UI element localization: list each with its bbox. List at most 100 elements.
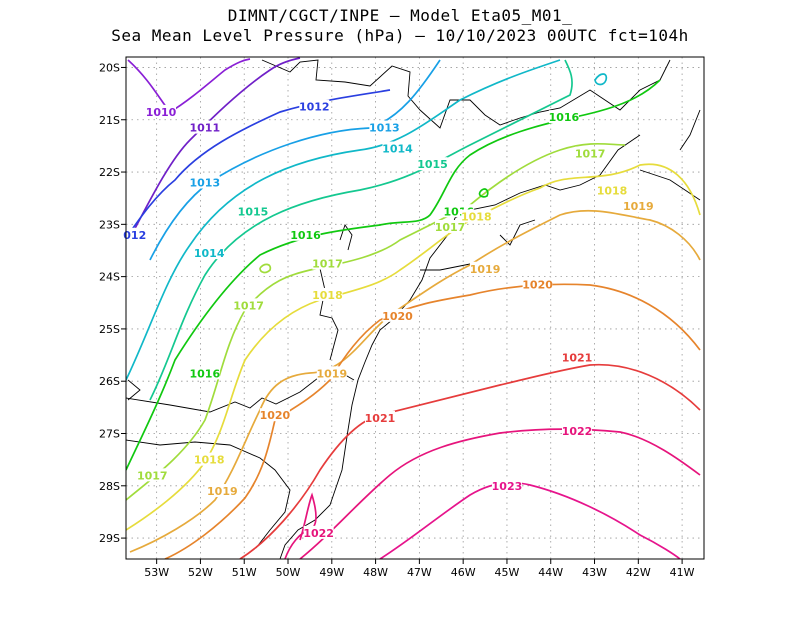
contour-label-bg <box>435 219 466 233</box>
lat-tick-label: 27S <box>99 428 120 441</box>
isobar-1011 <box>129 57 301 239</box>
lon-tick-label: 43W <box>582 566 607 579</box>
isobar-1023 <box>379 481 681 559</box>
isobar-1020 <box>164 283 701 559</box>
contour-label-1021: 1021 <box>365 412 396 425</box>
lon-tick-label: 52W <box>188 566 213 579</box>
lat-tick-label: 23S <box>99 218 120 231</box>
contour-label-bg <box>382 141 413 155</box>
contour-label-bg <box>299 99 330 113</box>
contour-label-1016: 1016 <box>290 229 321 242</box>
contour-label-1011: 1011 <box>190 122 221 135</box>
contour-label-1020: 1020 <box>522 278 553 291</box>
contour-label-bg <box>316 366 347 380</box>
isobar-1014 <box>126 59 561 381</box>
lon-tick-label: 44W <box>538 566 563 579</box>
contour-label-bg <box>189 175 220 189</box>
isobar-1015 <box>149 59 573 401</box>
contour-label-1017: 1017 <box>312 258 343 271</box>
contour-label-1014: 1014 <box>194 247 225 260</box>
contour-label-012: 012 <box>123 229 146 242</box>
contour-label-bg <box>194 246 225 260</box>
contour-label-1020: 1020 <box>382 310 413 323</box>
contour-label-1021: 1021 <box>562 352 593 365</box>
contour-label-1019: 1019 <box>623 200 654 213</box>
contour-label-1016: 1016 <box>549 111 580 124</box>
isobar-1018 <box>126 163 701 531</box>
contour-label-1019: 1019 <box>316 367 347 380</box>
coastline <box>126 59 701 559</box>
contour-label-bg <box>137 468 168 482</box>
lat-tick-label: 20S <box>99 61 120 74</box>
contour-label-1018: 1018 <box>312 289 343 302</box>
isobar-1010 <box>127 58 251 114</box>
contour-label-bg <box>207 484 238 498</box>
grid-lines <box>126 57 704 559</box>
isobar-1017 <box>126 142 626 501</box>
contour-label-bg <box>522 277 553 291</box>
lon-tick-label: 51W <box>232 566 257 579</box>
lat-tick-label: 29S <box>99 532 120 545</box>
contour-label-1019: 1019 <box>207 485 238 498</box>
contour-label-bg <box>194 452 225 466</box>
contour-label-1022: 1022 <box>562 425 593 438</box>
contour-label-bg <box>146 104 177 118</box>
contour-label-bg <box>259 408 290 422</box>
contour-label-bg <box>303 525 334 539</box>
contour-label-1022: 1022 <box>303 527 334 540</box>
isobar-1022-small <box>284 492 317 559</box>
contour-label-1019: 1019 <box>470 263 501 276</box>
lon-tick-label: 47W <box>407 566 432 579</box>
contour-label-1015: 1015 <box>238 205 269 218</box>
isobar-1021 <box>239 363 701 559</box>
contour-label-1020: 1020 <box>260 409 291 422</box>
contour-label-bg <box>290 227 321 241</box>
lat-tick-label: 26S <box>99 375 120 388</box>
contour-labels: 1010 1011 1012 012 1013 1013 1014 1014 1015 1015 1… <box>123 99 654 540</box>
lon-tick-label: 48W <box>363 566 388 579</box>
isobar-1017-loop <box>259 263 272 274</box>
contour-label-1017: 1017 <box>233 299 264 312</box>
contour-label-1023: 1023 <box>492 480 523 493</box>
contour-label-1013: 1013 <box>369 122 400 135</box>
contour-label-1018: 1018 <box>597 184 628 197</box>
lat-tick-label: 24S <box>99 271 120 284</box>
axis-ticks: 53W 52W 51W 50W 49W 48W 47W 46W 45W 44W 43W 42W 41W 2… <box>99 61 695 579</box>
contour-label-1017: 1017 <box>575 148 606 161</box>
contour-label-bg <box>562 423 593 437</box>
contour-label-bg <box>312 256 343 270</box>
contour-label-bg <box>189 366 220 380</box>
lon-tick-label: 45W <box>495 566 520 579</box>
contour-label-bg <box>233 298 264 312</box>
lat-tick-label: 28S <box>99 480 120 493</box>
lat-tick-label: 22S <box>99 166 120 179</box>
contour-label-bg <box>189 120 220 134</box>
plot-frame <box>125 56 705 560</box>
contour-label-1017: 1017 <box>137 469 168 482</box>
contour-label-bg <box>364 410 395 424</box>
contour-label-bg <box>369 120 400 134</box>
contour-label-bg <box>491 478 522 492</box>
isobar-1016-loop <box>478 188 489 198</box>
lon-tick-label: 42W <box>626 566 651 579</box>
contour-label-1010: 1010 <box>146 106 177 119</box>
contour-label-bg <box>562 350 593 364</box>
contour-label-1017: 1017 <box>435 221 466 234</box>
lat-tick-label: 25S <box>99 323 120 336</box>
lon-tick-label: 49W <box>319 566 344 579</box>
contour-label-bg <box>575 146 606 160</box>
contour-label-bg <box>461 209 492 223</box>
isobar-1012 <box>126 89 391 239</box>
contour-label-bg <box>312 287 343 301</box>
contour-label-1018: 1018 <box>461 210 492 223</box>
contour-label-1013: 1013 <box>190 177 221 190</box>
isobar-1013 <box>149 59 441 261</box>
contour-label-1012: 1012 <box>299 101 330 114</box>
lon-tick-label: 53W <box>144 566 169 579</box>
contour-label-bg <box>123 227 147 241</box>
contour-label-bg <box>548 110 579 124</box>
contour-label-bg <box>237 204 268 218</box>
lon-tick-label: 41W <box>670 566 695 579</box>
lon-tick-label: 46W <box>451 566 476 579</box>
